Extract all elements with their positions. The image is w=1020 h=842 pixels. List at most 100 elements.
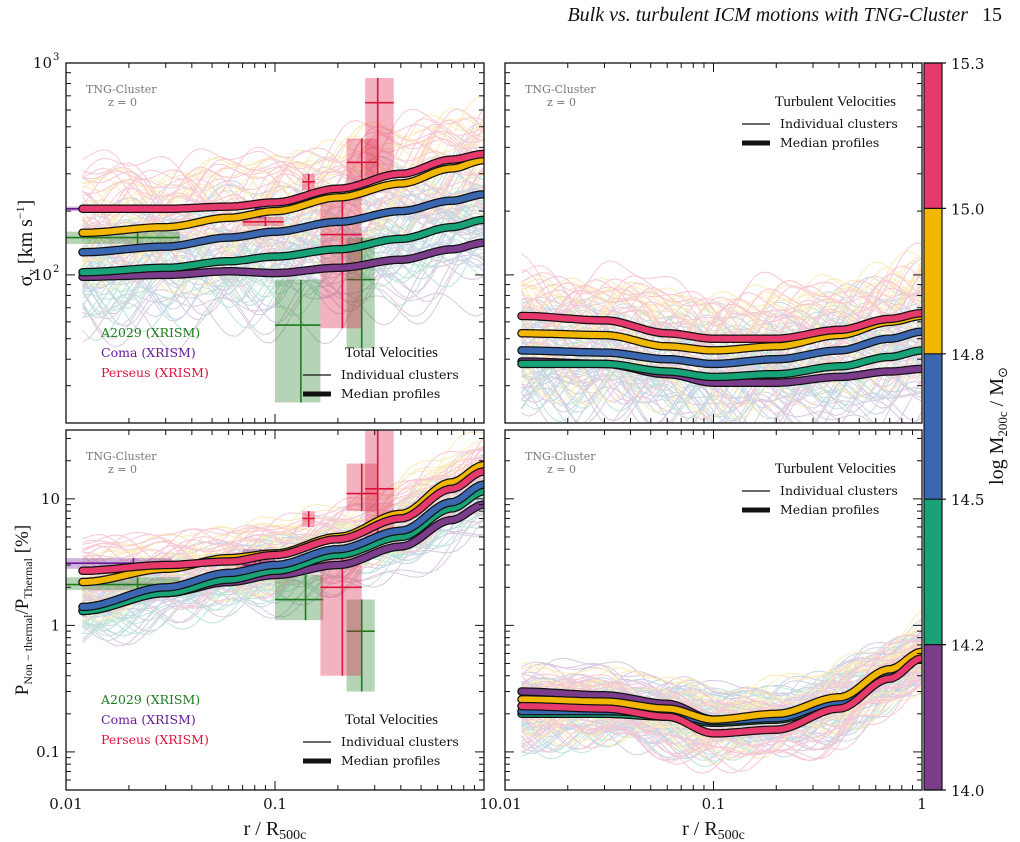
colorbar-tick-label: 15.3 (951, 55, 984, 73)
individual-cluster-line (82, 452, 484, 585)
ylabel-p: P (12, 685, 33, 696)
median-line-15.0-15.3 (79, 151, 484, 212)
individual-cluster-line (521, 276, 922, 351)
individual-cluster-line (82, 491, 484, 635)
individual-cluster-line (521, 662, 922, 726)
median-line-14.5-14.8 (79, 191, 484, 256)
individual-cluster-line (82, 439, 484, 564)
plot-area (66, 430, 484, 692)
y-tick-label: 10 (33, 266, 52, 284)
individual-cluster-line (82, 259, 484, 343)
redshift-label: z = 0 (108, 463, 137, 476)
individual-cluster-line (82, 107, 484, 230)
legend-median-label: Median profiles (341, 386, 440, 401)
x-ticks (65, 430, 485, 790)
individual-cluster-line (521, 335, 922, 423)
individual-cluster-line (82, 471, 484, 577)
individual-cluster-line (521, 647, 922, 720)
individual-cluster-line (82, 514, 484, 647)
individual-cluster-line (82, 516, 484, 632)
individual-cluster-line (521, 367, 922, 423)
individual-cluster-line (521, 642, 922, 724)
legend-individual-label: Individual clusters (341, 734, 459, 749)
individual-cluster-line (82, 131, 484, 236)
obs-legend-label: Coma (XRISM) (101, 345, 196, 360)
individual-cluster-line (82, 533, 484, 624)
ylabel-units: [km s (15, 219, 37, 269)
x-tick-label: 0.1 (702, 795, 726, 813)
median-line-14.2-14.5 (79, 488, 484, 614)
individual-cluster-line (82, 190, 484, 301)
individual-cluster-line (521, 283, 922, 349)
individual-cluster-line (82, 531, 484, 623)
individual-cluster-line (521, 609, 922, 713)
x-axis-label-sub: 500c (279, 828, 306, 842)
cb-label-a: log M (986, 436, 1008, 485)
median-line-14.5-14.8 (518, 328, 922, 367)
individual-cluster-line (82, 234, 484, 322)
colorbar-bin (924, 644, 942, 790)
x-axis-label-sub: 500c (718, 828, 745, 842)
ylabel-sigma: σ (15, 275, 37, 286)
sim-label: TNG-Cluster (525, 450, 596, 463)
individual-cluster-line (521, 301, 922, 370)
colorbar-tick-label: 14.5 (951, 491, 984, 509)
individual-cluster-line (82, 131, 484, 217)
individual-cluster-line (521, 640, 922, 718)
individual-cluster-line (521, 638, 922, 709)
median-line-14.2-14.5 (518, 347, 922, 380)
individual-cluster-line (521, 368, 922, 423)
individual-cluster-line (521, 332, 922, 418)
individual-cluster-line (82, 212, 484, 325)
obs-uncertainty-box (275, 575, 324, 621)
individual-cluster-line (521, 630, 922, 704)
x-ticks (504, 430, 923, 790)
legend-individual-label: Individual clusters (780, 483, 898, 498)
ylabel-mid: /P (12, 599, 33, 615)
individual-cluster-line (82, 457, 484, 567)
x-ticks (504, 63, 923, 423)
individual-cluster-line (82, 497, 484, 642)
individual-cluster-line (521, 645, 922, 720)
individual-cluster-line (82, 457, 484, 561)
cb-label-b: / M (986, 378, 1008, 412)
individual-cluster-line (521, 349, 922, 423)
individual-cluster-line (82, 201, 484, 270)
ylabel-sub: Thermal (21, 557, 35, 598)
individual-cluster-line (82, 119, 484, 227)
individual-cluster-line (82, 494, 484, 637)
individual-cluster-line (82, 106, 484, 200)
individual-cluster-line (521, 690, 922, 759)
individual-cluster-line (82, 114, 484, 227)
individual-cluster-lines (82, 431, 484, 647)
individual-cluster-line (82, 146, 484, 259)
legend-title: Turbulent Velocities (775, 461, 896, 477)
individual-cluster-line (521, 657, 922, 759)
individual-cluster-line (521, 276, 922, 346)
individual-cluster-line (521, 637, 922, 720)
individual-cluster-line (521, 637, 922, 713)
median-line-14.2-14.5 (79, 216, 484, 276)
observation-perseus (242, 77, 394, 329)
median-line-14.5-14.8 (79, 481, 484, 610)
median-line-15.0-15.3 (79, 468, 484, 574)
individual-cluster-line (521, 659, 922, 760)
individual-cluster-line (521, 631, 922, 713)
individual-cluster-line (521, 667, 922, 761)
individual-cluster-line (521, 305, 922, 366)
individual-cluster-line (521, 323, 922, 386)
individual-cluster-line (82, 448, 484, 567)
individual-cluster-line (82, 148, 484, 262)
y-tick-exponent: 2 (53, 264, 59, 275)
individual-cluster-line (521, 261, 922, 342)
median-profiles (517, 308, 922, 387)
individual-cluster-line (521, 350, 922, 422)
legend-median-label: Median profiles (780, 502, 879, 517)
median-profiles (78, 149, 484, 282)
individual-cluster-line (82, 436, 484, 562)
individual-cluster-line (521, 341, 922, 414)
x-tick-label: 1 (917, 795, 927, 813)
individual-cluster-line (521, 280, 922, 354)
